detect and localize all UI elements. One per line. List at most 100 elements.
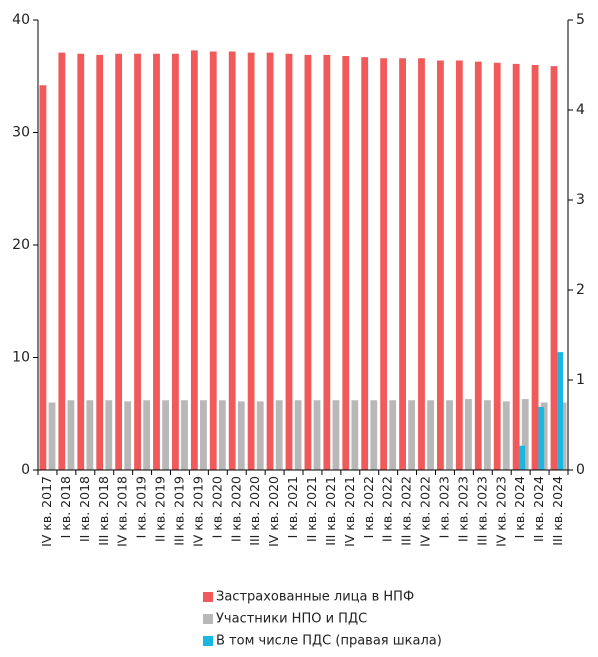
- x-tick-label: IV кв. 2017: [39, 476, 54, 547]
- x-tick-label: I кв. 2018: [58, 476, 73, 538]
- y-tick-label: 30: [12, 125, 30, 141]
- bar: [323, 54, 331, 470]
- bar: [256, 401, 264, 470]
- x-tick-label: II кв. 2019: [153, 476, 168, 542]
- bar: [418, 58, 425, 470]
- y2-tick-label: 5: [576, 12, 585, 28]
- bar: [557, 352, 564, 470]
- x-tick-label: II кв. 2022: [380, 476, 395, 542]
- bar: [408, 400, 416, 470]
- bar: [465, 399, 472, 470]
- bar: [105, 400, 113, 470]
- x-tick-label: II кв. 2020: [228, 476, 243, 542]
- x-tick-label: II кв. 2018: [77, 476, 92, 542]
- bar: [437, 60, 444, 470]
- bar: [162, 400, 169, 470]
- y2-tick-label: 2: [576, 282, 585, 298]
- y2-tick-label: 0: [576, 462, 585, 478]
- x-tick-label: II кв. 2021: [304, 476, 319, 542]
- legend-label: Застрахованные лица в НПФ: [216, 590, 414, 605]
- legend-swatch: [203, 592, 213, 602]
- x-tick-label: III кв. 2024: [550, 476, 565, 546]
- bar: [380, 58, 388, 470]
- bar: [399, 58, 406, 470]
- bar: [67, 400, 75, 470]
- bar: [550, 66, 558, 470]
- bar: [48, 402, 56, 470]
- bar: [332, 400, 340, 470]
- bar: [115, 53, 123, 470]
- legend-swatch: [203, 636, 213, 646]
- bar: [285, 53, 293, 470]
- bar: [361, 57, 369, 470]
- x-tick-label: I кв. 2022: [361, 476, 376, 538]
- bar: [237, 401, 245, 470]
- y-tick-label: 10: [12, 350, 30, 366]
- y-tick-label: 20: [12, 237, 30, 253]
- bar: [190, 50, 198, 470]
- x-tick-label: I кв. 2019: [134, 476, 149, 538]
- bar: [502, 401, 510, 470]
- y2-tick-label: 3: [576, 192, 585, 208]
- bar: [266, 52, 274, 470]
- x-tick-label: IV кв. 2021: [342, 476, 357, 547]
- bar: [389, 400, 397, 470]
- bar: [96, 54, 104, 470]
- x-tick-label: IV кв. 2023: [493, 476, 508, 547]
- bar: [370, 400, 378, 470]
- bar: [86, 400, 94, 470]
- bar: [39, 85, 47, 470]
- y-tick-label: 0: [21, 462, 30, 478]
- x-tick-label: III кв. 2019: [171, 476, 186, 546]
- bar: [313, 400, 321, 470]
- bar: [247, 52, 255, 470]
- bar: [181, 400, 188, 470]
- x-tick-label: I кв. 2024: [512, 476, 527, 538]
- x-tick-label: IV кв. 2020: [266, 476, 281, 547]
- bar: [521, 399, 529, 470]
- x-tick-label: III кв. 2020: [247, 476, 262, 546]
- x-tick-label: III кв. 2021: [323, 476, 338, 546]
- bar: [342, 56, 350, 470]
- bar: [531, 65, 539, 470]
- x-tick-label: I кв. 2020: [209, 476, 224, 538]
- bar: [538, 407, 545, 470]
- bar: [493, 62, 501, 470]
- bar: [483, 400, 491, 470]
- y2-tick-label: 4: [576, 102, 585, 118]
- y-tick-label: 40: [12, 12, 30, 28]
- bar: [134, 53, 141, 470]
- bar: [218, 400, 226, 470]
- bar: [77, 53, 85, 470]
- bar: [172, 53, 179, 470]
- x-tick-label: IV кв. 2022: [418, 476, 433, 547]
- x-tick-label: IV кв. 2019: [190, 476, 205, 547]
- bar: [275, 400, 283, 470]
- bar: [124, 401, 132, 470]
- x-tick-label: I кв. 2023: [436, 476, 451, 538]
- bar: [153, 53, 160, 470]
- bar: [455, 60, 463, 470]
- bar: [446, 400, 453, 470]
- bar: [512, 63, 520, 470]
- bar: [228, 51, 236, 470]
- bar: [209, 51, 217, 470]
- legend-label: В том числе ПДС (правая шкала): [216, 634, 442, 649]
- x-tick-label: III кв. 2023: [474, 476, 489, 546]
- bar: [427, 400, 434, 470]
- bar: [474, 61, 482, 470]
- legend-label: Участники НПО и ПДС: [216, 612, 367, 627]
- y2-tick-label: 1: [576, 372, 585, 388]
- x-tick-label: I кв. 2021: [285, 476, 300, 538]
- bar: [294, 400, 302, 470]
- x-tick-label: IV кв. 2018: [115, 476, 130, 547]
- bar: [58, 52, 66, 470]
- bar: [519, 445, 526, 470]
- legend-swatch: [203, 614, 213, 624]
- x-tick-label: III кв. 2022: [399, 476, 414, 546]
- x-tick-label: III кв. 2018: [96, 476, 111, 546]
- x-tick-label: II кв. 2023: [455, 476, 470, 542]
- x-tick-label: II кв. 2024: [531, 476, 546, 542]
- bar: [304, 54, 312, 470]
